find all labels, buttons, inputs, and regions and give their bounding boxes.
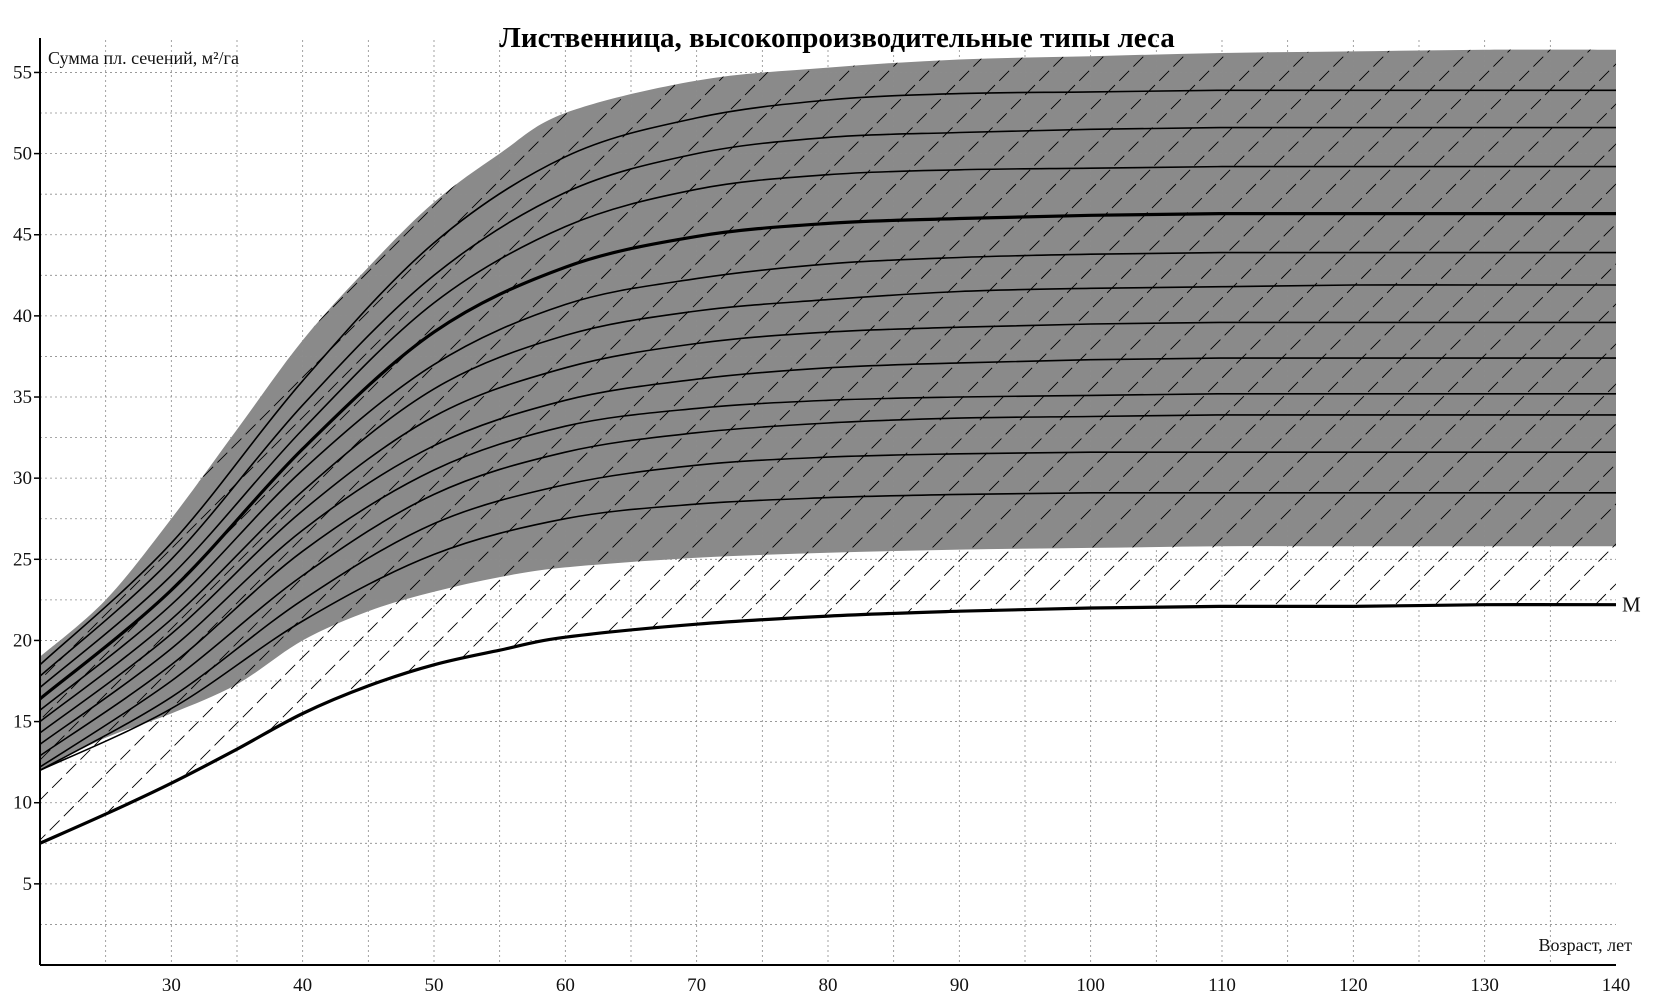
series-line xyxy=(39,413,1616,768)
hatch-line xyxy=(40,49,721,844)
x-tick-label: 130 xyxy=(1470,975,1499,996)
hatch-line xyxy=(40,49,921,844)
hatch-line xyxy=(119,49,1121,844)
hatch-line xyxy=(40,49,841,844)
grid-layer xyxy=(40,40,1616,965)
series-line xyxy=(39,165,1616,689)
hatch-line xyxy=(40,49,801,844)
hatch-line xyxy=(1039,49,1616,844)
hatch-line xyxy=(799,49,1616,844)
series-line xyxy=(39,321,1616,734)
hatch-line xyxy=(40,49,761,844)
x-tick-label: 60 xyxy=(556,975,575,996)
hatch-line xyxy=(639,49,1616,844)
hatch-line xyxy=(519,49,1521,844)
y-tick-label: 15 xyxy=(13,712,32,733)
hatch-line xyxy=(599,49,1601,844)
x-tick-label: 140 xyxy=(1602,975,1631,996)
series-layer xyxy=(38,89,1617,845)
y-tick-label: 10 xyxy=(13,793,32,814)
x-tick-label: 100 xyxy=(1076,975,1105,996)
hatch-line xyxy=(559,49,1561,844)
axis-layer xyxy=(39,38,1616,966)
hatch-line xyxy=(239,49,1241,844)
series-line xyxy=(39,251,1616,711)
series-line xyxy=(39,451,1616,771)
shaded-band-layer xyxy=(40,49,1616,771)
x-tick-label: 90 xyxy=(950,975,969,996)
series-line xyxy=(39,284,1616,723)
hatch-line xyxy=(679,49,1616,844)
x-tick-label: 30 xyxy=(162,975,181,996)
hatch-line xyxy=(839,49,1616,844)
hatch-line xyxy=(879,49,1616,844)
shaded-band xyxy=(40,49,1616,771)
hatch-line xyxy=(399,49,1401,844)
hatch-line xyxy=(1640,0,1654,1000)
x-tick-label: 70 xyxy=(687,975,706,996)
x-tick-label: 80 xyxy=(819,975,838,996)
series-line xyxy=(39,126,1616,677)
hatch-line xyxy=(959,49,1616,844)
x-tick-label: 110 xyxy=(1208,975,1236,996)
hatch-line xyxy=(159,49,1161,844)
hatch-line xyxy=(1079,49,1616,844)
series-line xyxy=(39,392,1616,757)
y-tick-label: 25 xyxy=(13,549,32,570)
m-series-label: M xyxy=(1622,593,1641,617)
y-tick-label: 50 xyxy=(13,144,32,165)
y-tick-label: 35 xyxy=(13,387,32,408)
hatch-line xyxy=(40,49,961,844)
hatch-line xyxy=(40,49,1041,844)
y-tick-label: 5 xyxy=(23,874,33,895)
series-line xyxy=(39,89,1616,666)
y-tick-label: 30 xyxy=(13,468,32,489)
hatch-line xyxy=(439,49,1441,844)
hatch-line xyxy=(919,49,1616,844)
y-axis-label: Сумма пл. сечений, м²/га xyxy=(48,48,239,68)
hatch-line xyxy=(359,49,1361,844)
y-tick-label: 45 xyxy=(13,225,32,246)
x-axis-label: Возраст, лет xyxy=(1539,935,1633,955)
hatch-line xyxy=(999,49,1616,844)
series-line xyxy=(39,491,1616,772)
hatch-line xyxy=(759,49,1616,844)
m-series-line xyxy=(39,603,1617,845)
series-line xyxy=(39,357,1616,745)
y-tick-label: 40 xyxy=(13,306,32,327)
tick-labels-layer: 30 40 50 60 70 80 90 100 110 120 130 140 5 10 15 20 25 30… xyxy=(13,62,1630,996)
hatch-line xyxy=(199,49,1201,844)
chart-title: Лиственница, высокопроизводительные типы… xyxy=(499,22,1175,54)
hatch-line xyxy=(719,49,1616,844)
series-line xyxy=(38,211,1616,701)
y-tick-label: 20 xyxy=(13,630,32,651)
x-tick-label: 120 xyxy=(1339,975,1368,996)
hatch-line xyxy=(319,49,1321,844)
y-tick-label: 55 xyxy=(13,62,32,83)
hatch-line xyxy=(79,49,1081,844)
hatch-line xyxy=(479,49,1481,844)
x-tick-label: 40 xyxy=(293,975,312,996)
x-tick-label: 50 xyxy=(425,975,444,996)
